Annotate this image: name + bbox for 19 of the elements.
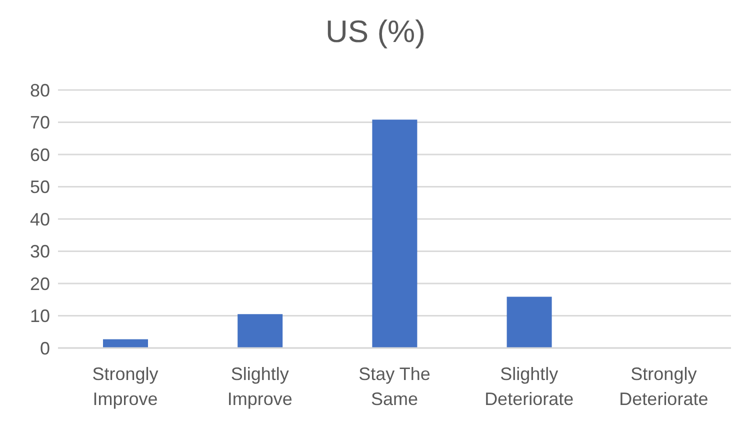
bar (103, 339, 148, 348)
y-tick-label: 0 (40, 338, 50, 358)
y-tick-label: 40 (30, 209, 50, 230)
x-tick-label: Strongly Deteriorate (619, 364, 708, 409)
y-tick-label: 50 (30, 177, 50, 198)
chart-title: US (%) (324, 14, 426, 50)
bar (506, 296, 552, 348)
x-tick-label: Stay The Same (358, 364, 430, 409)
bar (238, 314, 283, 348)
y-tick-label: 70 (30, 112, 50, 133)
bar (372, 120, 418, 348)
x-tick-label: Slightly Deteriorate (484, 364, 574, 409)
y-tick-label: 30 (30, 242, 50, 262)
x-tick-label: Slightly Improve (227, 364, 292, 409)
y-tick-label: 60 (30, 144, 50, 165)
y-tick-label: 80 (30, 80, 50, 100)
y-tick-label: 10 (30, 306, 50, 326)
y-tick-label: 20 (30, 274, 50, 294)
x-tick-label: Strongly Improve (92, 364, 158, 409)
